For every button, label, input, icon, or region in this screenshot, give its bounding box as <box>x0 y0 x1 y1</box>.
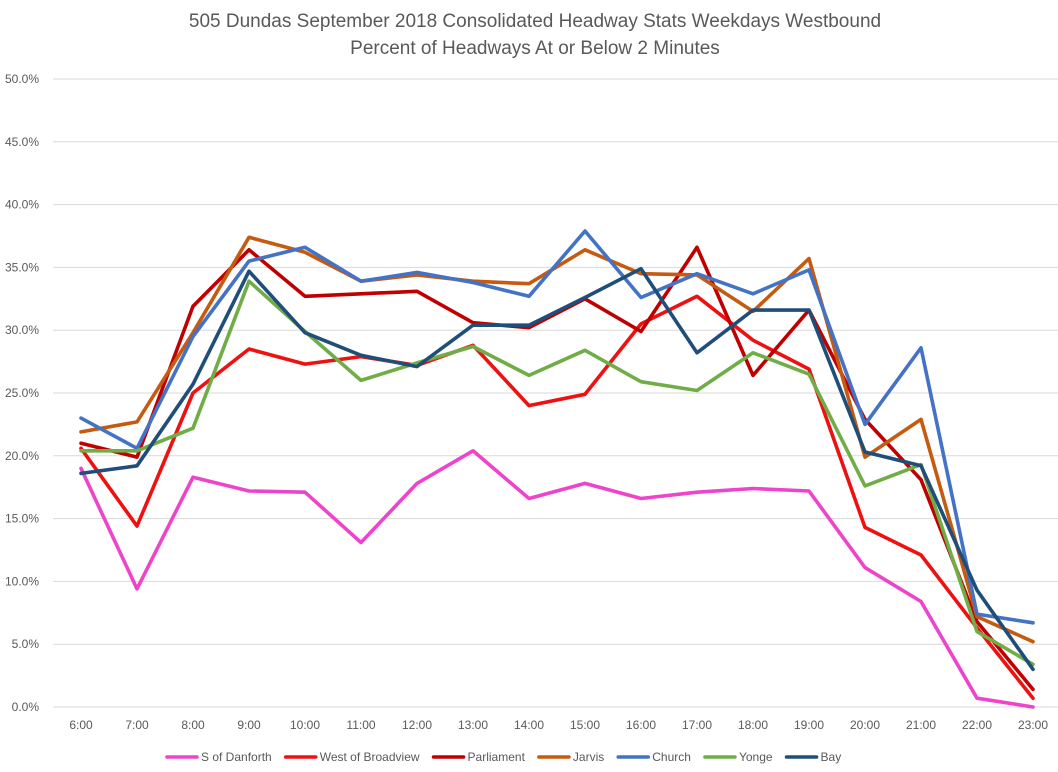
x-tick-label: 13:00 <box>458 718 488 732</box>
x-tick-label: 7:00 <box>125 718 149 732</box>
y-tick-label: 35.0% <box>5 260 39 274</box>
y-tick-label: 25.0% <box>5 386 39 400</box>
gridlines <box>53 78 1058 708</box>
series-lines <box>79 229 1035 709</box>
x-tick-label: 12:00 <box>402 718 432 732</box>
x-tick-label: 19:00 <box>794 718 824 732</box>
y-tick-label: 50.0% <box>5 72 39 86</box>
x-tick-label: 6:00 <box>69 718 93 732</box>
legend-label: Parliament <box>468 750 526 764</box>
x-tick-label: 16:00 <box>626 718 656 732</box>
chart-subtitle: Percent of Headways At or Below 2 Minute… <box>350 38 720 59</box>
x-tick-label: 22:00 <box>962 718 992 732</box>
series-line-3 <box>79 235 1035 644</box>
legend: S of Danforth West of Broadview Parliament… <box>165 750 842 764</box>
x-axis-tick-labels: 6:00 7:00 8:00 9:00 10:00 11:00 12:00 13:00 14:0… <box>69 718 1048 732</box>
legend-label: West of Broadview <box>320 750 420 764</box>
legend-label: Church <box>652 750 691 764</box>
x-tick-label: 9:00 <box>237 718 261 732</box>
x-tick-label: 11:00 <box>346 718 375 732</box>
x-tick-label: 21:00 <box>906 718 936 732</box>
chart-title: 505 Dundas September 2018 Consolidated H… <box>189 11 881 32</box>
y-axis-tick-labels: 0.0% 5.0% 10.0% 15.0% 20.0% 25.0% 30.0% 35.0% 40… <box>5 72 39 714</box>
series-line-5 <box>79 279 1035 667</box>
x-tick-label: 17:00 <box>682 718 712 732</box>
x-tick-label: 10:00 <box>290 718 320 732</box>
y-tick-label: 0.0% <box>12 700 40 714</box>
y-tick-label: 10.0% <box>5 574 39 588</box>
y-tick-label: 30.0% <box>5 323 39 337</box>
series-line-6 <box>79 266 1035 672</box>
y-tick-label: 40.0% <box>5 198 39 212</box>
x-tick-label: 14:00 <box>514 718 544 732</box>
x-tick-label: 15:00 <box>570 718 600 732</box>
legend-label: Jarvis <box>573 750 604 764</box>
x-tick-label: 8:00 <box>181 718 205 732</box>
y-tick-label: 45.0% <box>5 135 39 149</box>
x-tick-label: 18:00 <box>738 718 768 732</box>
legend-label: Yonge <box>739 750 773 764</box>
series-line-4 <box>79 229 1035 625</box>
x-tick-label: 23:00 <box>1018 718 1048 732</box>
legend-label: S of Danforth <box>201 750 272 764</box>
series-line-1 <box>79 294 1035 701</box>
y-tick-label: 20.0% <box>5 449 39 463</box>
x-tick-label: 20:00 <box>850 718 880 732</box>
series-line-2 <box>79 245 1035 692</box>
series-line-0 <box>79 448 1035 709</box>
y-tick-label: 5.0% <box>12 637 40 651</box>
legend-label: Bay <box>821 750 842 764</box>
y-tick-label: 15.0% <box>5 512 39 526</box>
